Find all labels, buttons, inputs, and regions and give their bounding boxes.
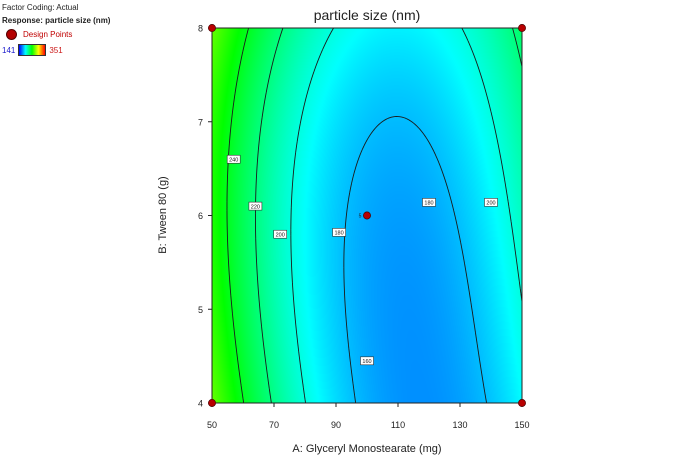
x-tick-label: 150 <box>514 420 529 430</box>
color-scale-min: 141 <box>2 45 16 55</box>
design-point-legend-icon <box>6 29 17 40</box>
design-point <box>518 24 526 32</box>
y-tick-label: 5 <box>198 305 203 315</box>
x-tick-label: 110 <box>391 420 405 430</box>
svg-text:240: 240 <box>229 157 238 163</box>
contour-label: 160 <box>360 356 374 366</box>
contour-label: 200 <box>484 198 498 207</box>
design-points: 5 <box>208 24 526 407</box>
color-scale-max: 351 <box>49 45 63 55</box>
color-scale: 141 351 <box>2 44 63 56</box>
contour-label: 180 <box>332 228 346 237</box>
contour-label: 240 <box>226 154 241 164</box>
chart-title: particle size (nm) <box>313 7 421 23</box>
color-scale-bar <box>18 44 47 56</box>
svg-text:160: 160 <box>362 359 371 365</box>
y-tick-label: 6 <box>198 211 203 221</box>
x-tick-label: 70 <box>269 420 279 430</box>
design-point-replicate-label: 5 <box>359 214 362 220</box>
contour-label: 220 <box>248 201 263 211</box>
y-tick-label: 4 <box>198 399 203 409</box>
x-tick-label: 50 <box>207 420 217 430</box>
x-axis-label: A: Glyceryl Monostearate (mg) <box>292 443 442 455</box>
y-axis: 4 5 6 7 8 <box>198 24 212 409</box>
x-tick-label: 90 <box>331 420 341 430</box>
contour-line-180 <box>343 116 488 403</box>
y-axis-label: B: Tween 80 (g) <box>157 176 169 254</box>
svg-text:180: 180 <box>424 201 433 207</box>
contour-lines <box>226 28 522 403</box>
contour-line-240 <box>226 28 249 403</box>
contour-line-200 <box>290 28 522 403</box>
contour-label: 200 <box>273 229 288 239</box>
design-points-legend: Design Points <box>6 29 72 40</box>
design-point <box>518 399 526 407</box>
x-tick-label: 130 <box>452 420 467 430</box>
y-tick-label: 7 <box>198 117 203 127</box>
svg-text:180: 180 <box>335 231 344 237</box>
design-point <box>363 211 371 220</box>
design-points-legend-label: Design Points <box>23 30 73 39</box>
response-label: Response: particle size (nm) <box>2 16 111 25</box>
svg-text:200: 200 <box>276 232 285 238</box>
x-axis: 50 70 90 110 130 150 <box>207 403 530 430</box>
svg-text:200: 200 <box>486 201 495 207</box>
factor-coding-label: Factor Coding: Actual <box>2 3 79 12</box>
design-point <box>208 399 216 407</box>
design-point <box>208 24 216 32</box>
contour-label: 180 <box>422 198 436 207</box>
contour-labels: 240 220 200 180 180 200 160 <box>226 154 498 366</box>
contour-line-220 <box>255 28 522 403</box>
y-tick-label: 8 <box>198 24 203 34</box>
svg-text:220: 220 <box>251 204 260 210</box>
